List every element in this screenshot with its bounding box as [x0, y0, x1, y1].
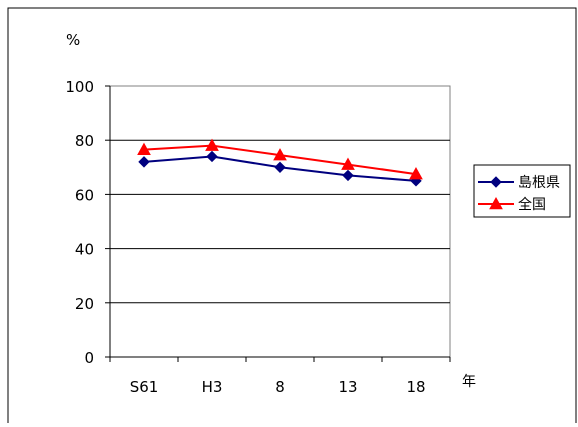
- x-tick-label: 18: [406, 378, 425, 396]
- legend-entry: 全国: [478, 196, 546, 213]
- data-point: [273, 148, 287, 161]
- chart-border: [7, 7, 577, 423]
- series-layer: [137, 138, 423, 187]
- data-point: [342, 169, 354, 182]
- x-tick-label: H3: [202, 378, 223, 396]
- data-point: [409, 167, 423, 180]
- y-tick-label: 100: [65, 78, 94, 96]
- data-point: [341, 157, 355, 170]
- x-tick-label: 13: [338, 378, 357, 396]
- series-1: [138, 150, 422, 187]
- legend-label: 島根県: [518, 175, 560, 191]
- axes: [105, 85, 451, 362]
- x-tick-label: 8: [275, 378, 285, 396]
- y-tick-label: 80: [75, 132, 94, 150]
- gridlines: [110, 139, 450, 304]
- y-tick-label: 20: [75, 295, 94, 313]
- x-tick-labels: S61 H3 8 13 18: [130, 378, 426, 396]
- x-tick-label: S61: [130, 378, 159, 396]
- series-2: [137, 138, 423, 180]
- y-axis-unit: %: [66, 31, 80, 49]
- legend-marker: [490, 176, 502, 188]
- data-point: [274, 161, 286, 174]
- y-tick-labels: 0 20 40 60 80 100: [65, 78, 94, 367]
- data-point: [205, 138, 219, 151]
- legend-entry: 島根県: [478, 175, 560, 191]
- y-tick-label: 40: [75, 241, 94, 259]
- x-axis-unit: 年: [462, 374, 476, 390]
- legend-label: 全国: [518, 196, 546, 213]
- data-point: [138, 156, 150, 168]
- y-tick-label: 0: [84, 349, 94, 367]
- y-tick-label: 60: [75, 186, 94, 204]
- data-point: [206, 150, 218, 163]
- data-point: [137, 142, 151, 155]
- plot-area: [109, 85, 451, 358]
- legend-marker: [489, 196, 503, 210]
